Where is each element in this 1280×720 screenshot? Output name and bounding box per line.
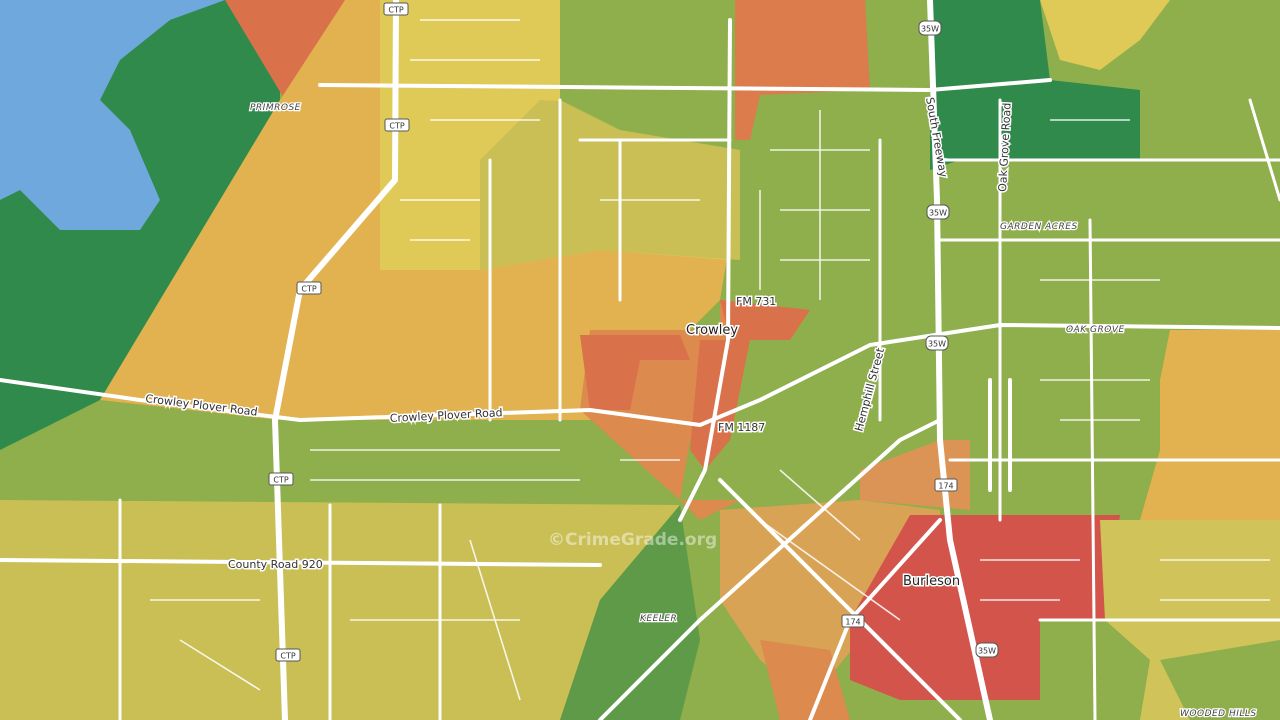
shield-label: 35W [978,647,996,656]
watermark: ©CrimeGrade.org [548,530,717,550]
zone [560,505,700,720]
shield-label: CTP [280,652,295,661]
route-shield: 174 [841,614,865,628]
place-label: KEELER [640,614,677,624]
route-shield: 174 [934,478,958,492]
road [318,78,1052,92]
water [0,0,225,230]
zone [1040,0,1170,70]
shield-label: 35W [921,25,939,34]
zone [930,0,1140,170]
place-label: PRIMROSE [250,103,301,113]
route-shield: 35W [925,335,949,351]
zone [690,340,750,470]
shield-label: CTP [301,285,316,294]
route-shield: CTP [383,2,409,16]
zone [480,100,740,270]
zone [0,500,680,720]
place-label: WOODED HILLS [1180,709,1257,719]
zone [1170,0,1280,200]
place-label: GARDEN ACRES [1000,222,1078,232]
shield-label: 35W [928,340,946,349]
route-shield: CTP [296,281,322,295]
route-shield: CTP [275,648,301,662]
city-label: Burleson [903,574,960,589]
road [0,558,602,567]
road-label: FM 1187 [718,421,765,434]
zone [720,300,810,340]
road-label: County Road 920 [228,558,323,571]
street [150,19,1270,701]
shield-label: CTP [273,476,288,485]
city-label: Crowley [686,323,738,338]
shield-label: 174 [938,482,953,491]
runway [988,378,1012,492]
road [118,138,1280,720]
route-shield: 35W [926,204,950,220]
road-label: Oak Grove Road [996,102,1014,192]
road [678,18,732,522]
zone [1140,330,1280,520]
zone [225,0,345,100]
shield-label: CTP [389,122,404,131]
zone [760,640,850,720]
shield-label: CTP [388,6,403,15]
zone [850,515,1120,700]
zone [1160,640,1280,720]
zone [560,0,860,150]
shield-label: 174 [845,618,860,627]
road-label: FM 731 [736,295,776,308]
road [0,323,1280,427]
route-shield: 35W [918,20,942,36]
road [598,418,942,720]
road [488,98,1280,720]
route-shield: CTP [384,118,410,132]
route-shield: CTP [268,472,294,486]
zone [735,0,870,140]
road [927,0,993,720]
zone [580,335,690,410]
shields: CTP CTP CTP CTP CTP 35W 35W 35W 35W 174 … [268,2,999,662]
shield-label: 35W [929,209,947,218]
route-shield: 35W [975,642,999,658]
place-label: OAK GROVE [1066,325,1125,335]
